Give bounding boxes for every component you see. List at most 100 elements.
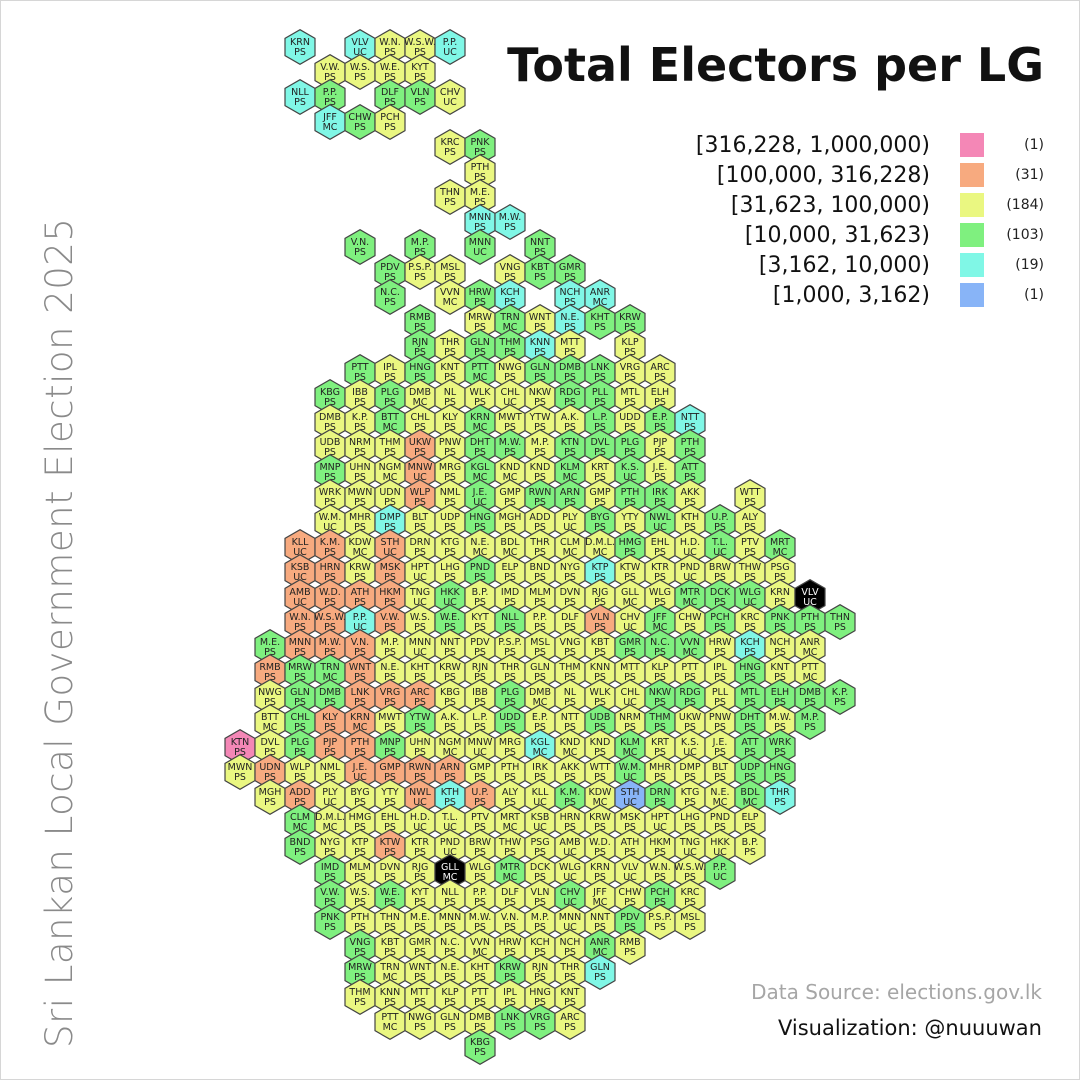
lg-hex-label: PS	[414, 247, 426, 258]
lg-hex-label: PS	[234, 747, 246, 758]
lg-hex-label: MRW	[468, 312, 492, 323]
lg-hex-label: PS	[684, 672, 696, 683]
lg-hex-label: UDD	[619, 412, 641, 423]
lg-hex-label: PS	[324, 97, 336, 108]
lg-hex-label: KLL	[292, 537, 310, 548]
lg-hex-label: CHV	[440, 87, 461, 98]
lg-hex-label: PS	[564, 447, 576, 458]
lg-hex-label: PS	[714, 747, 726, 758]
lg-hex-label: PS	[804, 622, 816, 633]
lg-hex-label: MC	[353, 722, 368, 733]
lg-hex-label: IRK	[532, 762, 548, 773]
lg-hex-label: MNN	[409, 637, 431, 648]
lg-hex-label: MC	[563, 747, 578, 758]
lg-hex-label: M.P.	[411, 237, 430, 248]
lg-hex-label: UC	[623, 772, 637, 783]
lg-hex-label: GMP	[589, 487, 611, 498]
lg-hex-label: PS	[324, 622, 336, 633]
lg-hex-label: PS	[444, 1022, 456, 1033]
lg-hex-label: KNT	[440, 362, 459, 373]
lg-hex-label: MGH	[259, 787, 282, 798]
lg-hex-label: TNG	[409, 587, 430, 598]
lg-hex-label: PS	[444, 772, 456, 783]
lg-hex-label: PS	[624, 422, 636, 433]
lg-hex-label: PS	[504, 622, 516, 633]
lg-hex-label: ADD	[529, 512, 550, 523]
lg-hex-label: PS	[474, 347, 486, 358]
lg-hex-label: WLP	[290, 762, 311, 773]
lg-hex-label: DMB	[799, 687, 821, 698]
lg-hex-label: PS	[444, 397, 456, 408]
lg-hex-label: D.M.L.	[585, 537, 615, 548]
lg-hex-label: NRM	[619, 712, 641, 723]
lg-hex-label: DMB	[319, 412, 341, 423]
lg-hex-label: CHL	[290, 712, 310, 723]
lg-hex-label: UC	[473, 497, 487, 508]
lg-hex-label: BLT	[712, 762, 729, 773]
lg-hex-label: PS	[474, 672, 486, 683]
lg-hex-label: UC	[293, 597, 307, 608]
lg-hex-label: PS	[474, 697, 486, 708]
lg-hex-label: UC	[473, 747, 487, 758]
lg-hex-label: JFF	[322, 112, 337, 123]
lg-hex-label: PS	[594, 622, 606, 633]
lg-hex: P.S.P.PS	[404, 254, 436, 290]
lg-hex-label: PS	[354, 672, 366, 683]
lg-hex-shape	[344, 229, 376, 265]
lg-hex-label: PS	[474, 622, 486, 633]
lg-hex-label: PS	[294, 97, 306, 108]
lg-hex-label: PS	[444, 447, 456, 458]
lg-hex-label: AKK	[561, 762, 581, 773]
lg-hex-label: WLP	[410, 487, 431, 498]
lg-hex-label: HNG	[739, 662, 761, 673]
lg-hex-shape	[434, 79, 466, 115]
lg-hex-label: DMB	[319, 687, 341, 698]
lg-hex: K.P.PS	[824, 679, 856, 715]
lg-hex-label: PS	[534, 772, 546, 783]
lg-hex-label: VNG	[500, 262, 521, 273]
lg-hex-label: VLV	[801, 587, 819, 598]
lg-hex-label: NLL	[291, 87, 309, 98]
lg-hex-label: MNW	[468, 737, 493, 748]
lg-hex-label: PS	[594, 322, 606, 333]
lg-hex-label: GLN	[290, 687, 310, 698]
lg-hex-label: RWN	[529, 487, 552, 498]
lg-hex-label: NKW	[529, 387, 552, 398]
lg-hex-label: MTL	[620, 387, 640, 398]
lg-hex-label: PS	[264, 797, 276, 808]
lg-hex-label: PS	[474, 1047, 486, 1058]
lg-hex-label: PS	[624, 572, 636, 583]
lg-hex-label: UDB	[590, 712, 611, 723]
lg-hex-label: MC	[443, 747, 458, 758]
lg-hex-label: PS	[324, 72, 336, 83]
lg-hex-label: PLL	[592, 387, 609, 398]
lg-hex-label: UDP	[440, 512, 460, 523]
lg-hex-label: PS	[384, 72, 396, 83]
lg-hex-label: THM	[498, 337, 520, 348]
legend-count: (103)	[1006, 227, 1044, 243]
lg-hex-label: PS	[414, 347, 426, 358]
lg-hex-label: UC	[293, 572, 307, 583]
lg-hex-label: MC	[563, 547, 578, 558]
lg-hex-label: RJG	[592, 587, 609, 598]
lg-hex-label: UC	[293, 547, 307, 558]
lg-hex-label: PS	[654, 672, 666, 683]
lg-hex-label: NWG	[498, 362, 522, 373]
lg-hex-label: UC	[413, 647, 427, 658]
lg-hex-label: PS	[564, 297, 576, 308]
lg-hex-label: PS	[444, 622, 456, 633]
lg-hex-label: PS	[504, 572, 516, 583]
lg-hex-label: GMP	[379, 762, 401, 773]
lg-hex-label: PLY	[322, 787, 338, 798]
lg-hex-label: IMD	[501, 587, 519, 598]
lg-hex-label: PS	[504, 722, 516, 733]
lg-hex-label: PS	[534, 572, 546, 583]
lg-hex-label: PS	[384, 522, 396, 533]
lg-hex-label: PS	[534, 622, 546, 633]
